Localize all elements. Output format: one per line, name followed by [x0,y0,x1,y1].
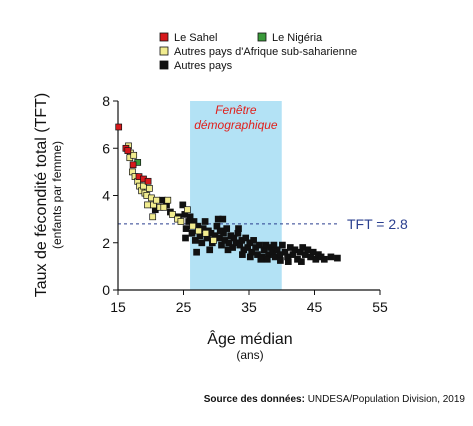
data-point-other [250,237,257,244]
data-point-ssa [189,222,197,230]
x-tick-label: 35 [241,299,257,315]
data-points [115,123,341,265]
data-point-sahel [129,161,137,169]
data-point-ssa [146,185,153,192]
data-point-other [246,253,254,261]
data-point-other [179,201,187,209]
legend-label-other: Autres pays [174,60,233,72]
data-point-other [191,237,199,244]
data-point-other [182,225,190,232]
source-text: UNDESA/Population Division, 2019 [307,394,465,405]
data-point-ssa [153,196,160,204]
data-point-other [256,241,263,249]
x-tick-label: 25 [176,299,192,315]
x-tick-label: 15 [110,299,126,315]
data-point-other [201,218,209,225]
legend-label-ssa: Autres pays d'Afrique sub-saharienne [174,46,357,58]
data-point-other [186,213,194,221]
data-point-ssa [164,196,172,204]
data-point-other [182,234,189,242]
legend: Le Sahel Le Nigéria Autres pays d'Afriqu… [159,32,357,72]
y-axis-title: Taux de fécondité total (TFT) [33,93,50,298]
data-point-other [242,234,250,242]
data-point-other [263,255,271,263]
legend-label-sahel: Le Sahel [174,32,217,44]
source-note: Source des données: UNDESA/Population Di… [204,394,465,405]
data-point-other [279,241,286,249]
data-point-ssa [210,237,217,244]
x-tick-label: 45 [307,299,323,315]
tft-reference-label: TFT = 2.8 [347,216,408,232]
axes: 0 2 4 6 8 15 25 35 45 55 [102,93,388,315]
data-point-other [235,225,242,232]
data-point-other [239,251,246,258]
data-point-other [270,241,278,249]
data-point-other [198,239,206,247]
data-point-sahel [115,123,123,131]
y-tick-label: 0 [102,282,110,298]
demographic-window-label-line1: Fenêtre [215,103,257,117]
data-point-sahel [124,147,132,154]
legend-swatch-ssa [159,46,169,56]
data-point-other [224,246,232,254]
y-axis-subtitle: (enfants par femme) [50,141,64,249]
data-point-ssa [130,151,138,159]
data-point-ssa [144,201,151,209]
legend-swatch-other [159,60,169,70]
data-point-other [216,227,224,235]
data-point-ssa [160,203,168,211]
demographic-window-label-line2: démographique [194,118,278,132]
y-tick-label: 6 [102,140,110,156]
y-tick-label: 4 [102,188,110,204]
data-point-other [193,248,200,256]
data-point-other [277,257,284,264]
legend-swatch-nigeria [257,32,267,42]
data-point-other [223,225,231,232]
data-point-other [225,239,233,247]
data-point-ssa [195,227,202,235]
legend-swatch-sahel [159,32,169,42]
source-label: Source des données: [203,394,305,405]
legend-label-nigeria: Le Nigéria [272,32,323,44]
data-point-other [334,254,341,262]
data-point-sahel [144,177,152,185]
data-point-ssa [177,218,185,225]
y-tick-label: 2 [102,235,110,251]
data-point-ssa [202,229,210,237]
y-tick-label: 8 [102,93,110,109]
data-point-other [298,258,305,265]
data-point-other [188,229,196,237]
data-point-other [206,246,214,254]
data-point-other [327,253,335,261]
x-axis-title: Âge médian [207,329,292,348]
data-point-other [284,258,292,265]
data-point-other [320,255,328,263]
x-axis-subtitle: (ans) [236,348,263,362]
data-point-ssa [169,211,176,218]
data-point-other [257,255,265,263]
x-tick-label: 55 [372,299,388,315]
data-point-other [219,215,227,223]
data-point-ssa [149,213,157,221]
data-point-ssa [184,206,191,214]
